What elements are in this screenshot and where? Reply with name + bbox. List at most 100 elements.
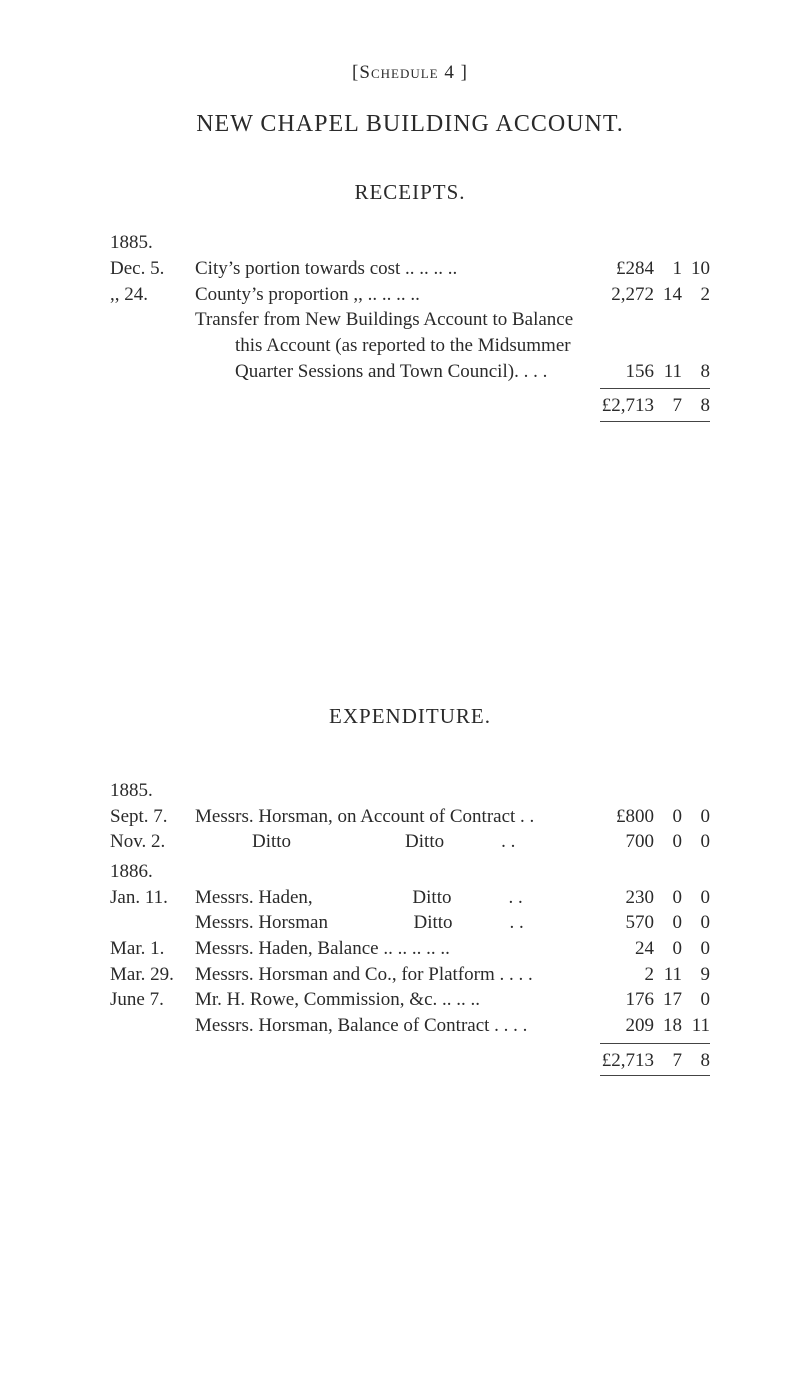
row-desc: Messrs. Horsman, on Account of Contract … <box>195 804 590 830</box>
row-amount: £284 1 10 <box>590 256 710 282</box>
row-desc: Quarter Sessions and Town Council). . . … <box>195 359 590 385</box>
row-date: Mar. 1. <box>110 936 195 962</box>
amount-pounds: 2 <box>599 962 654 988</box>
amount-shillings: 1 <box>662 256 682 282</box>
row-date: Dec. 5. <box>110 256 195 282</box>
row-amount: 2,272 14 2 <box>590 282 710 308</box>
row-amount: 176 17 0 <box>590 987 710 1013</box>
document-page: [Schedule 4 ] NEW CHAPEL BUILDING ACCOUN… <box>110 60 710 1076</box>
expenditure-year: 1886. <box>110 859 710 885</box>
rule-line <box>600 1075 710 1076</box>
row-desc: Messrs. Horsman, Balance of Contract . .… <box>195 1013 590 1039</box>
expenditure-heading: EXPENDITURE. <box>110 702 710 730</box>
year-label: 1885. <box>110 778 195 804</box>
ledger-row: Messrs. Horsman Ditto . . 570 0 0 <box>110 910 710 936</box>
row-amount: 156 11 8 <box>590 359 710 385</box>
row-desc: Messrs. Haden, Ditto . . <box>195 885 590 911</box>
amount-pence: 8 <box>690 393 710 419</box>
row-date: June 7. <box>110 987 195 1013</box>
amount-shillings: 0 <box>662 804 682 830</box>
row-desc: Messrs. Horsman and Co., for Platform . … <box>195 962 590 988</box>
receipts-heading: RECEIPTS. <box>110 178 710 206</box>
ledger-row: Nov. 2. Ditto Ditto . . 700 0 0 <box>110 829 710 855</box>
row-desc: Messrs. Haden, Balance .. .. .. .. .. <box>195 936 590 962</box>
amount-pence: 8 <box>690 359 710 385</box>
ledger-row: Quarter Sessions and Town Council). . . … <box>110 359 710 385</box>
amount-pounds: £2,713 <box>599 393 654 419</box>
row-desc: Messrs. Horsman Ditto . . <box>195 910 590 936</box>
row-desc: Ditto Ditto . . <box>195 829 590 855</box>
row-date: ,, 24. <box>110 282 195 308</box>
row-desc: Transfer from New Buildings Account to B… <box>195 307 590 333</box>
receipts-ledger: 1885. Dec. 5. City’s portion towards cos… <box>110 230 710 421</box>
row-amount: £800 0 0 <box>590 804 710 830</box>
amount-pence: 11 <box>690 1013 710 1039</box>
amount-pence: 0 <box>690 987 710 1013</box>
ledger-row: Dec. 5. City’s portion towards cost .. .… <box>110 256 710 282</box>
total-row: £2,713 7 8 <box>110 393 710 419</box>
amount-pence: 8 <box>690 1048 710 1074</box>
total-amount: £2,713 7 8 <box>590 1048 710 1074</box>
amount-pounds: 230 <box>599 885 654 911</box>
year-label: 1886. <box>110 859 195 885</box>
amount-pence: 0 <box>690 804 710 830</box>
total-amount: £2,713 7 8 <box>590 393 710 419</box>
row-amount: 209 18 11 <box>590 1013 710 1039</box>
amount-pounds: £284 <box>599 256 654 282</box>
amount-pence: 0 <box>690 885 710 911</box>
row-date: Nov. 2. <box>110 829 195 855</box>
row-desc: Mr. H. Rowe, Commission, &c. .. .. .. <box>195 987 590 1013</box>
amount-pence: 0 <box>690 829 710 855</box>
amount-shillings: 11 <box>662 962 682 988</box>
amount-pounds: £800 <box>599 804 654 830</box>
amount-pence: 2 <box>690 282 710 308</box>
amount-shillings: 0 <box>662 910 682 936</box>
row-date: Jan. 11. <box>110 885 195 911</box>
row-desc: County’s proportion ,, .. .. .. .. <box>195 282 590 308</box>
amount-shillings: 7 <box>662 1048 682 1074</box>
ledger-row: ,, 24. County’s proportion ,, .. .. .. .… <box>110 282 710 308</box>
ledger-row: this Account (as reported to the Midsumm… <box>110 333 710 359</box>
ledger-row: June 7. Mr. H. Rowe, Commission, &c. .. … <box>110 987 710 1013</box>
schedule-label: [Schedule 4 ] <box>110 60 710 86</box>
amount-pounds: 2,272 <box>599 282 654 308</box>
amount-shillings: 11 <box>662 359 682 385</box>
rule-line <box>600 388 710 389</box>
ledger-row: Mar. 29. Messrs. Horsman and Co., for Pl… <box>110 962 710 988</box>
receipts-year: 1885. <box>110 230 710 256</box>
ledger-row: Mar. 1. Messrs. Haden, Balance .. .. .. … <box>110 936 710 962</box>
amount-pounds: 24 <box>599 936 654 962</box>
amount-pence: 9 <box>690 962 710 988</box>
row-amount: 570 0 0 <box>590 910 710 936</box>
amount-pence: 0 <box>690 936 710 962</box>
row-date: Mar. 29. <box>110 962 195 988</box>
total-row: £2,713 7 8 <box>110 1048 710 1074</box>
amount-pounds: 209 <box>599 1013 654 1039</box>
amount-pounds: 156 <box>599 359 654 385</box>
main-title: NEW CHAPEL BUILDING ACCOUNT. <box>110 108 710 140</box>
amount-pounds: 570 <box>599 910 654 936</box>
row-amount: 2 11 9 <box>590 962 710 988</box>
ledger-row: Transfer from New Buildings Account to B… <box>110 307 710 333</box>
ledger-row: Jan. 11. Messrs. Haden, Ditto . . 230 0 … <box>110 885 710 911</box>
year-label: 1885. <box>110 230 195 256</box>
ledger-row: Messrs. Horsman, Balance of Contract . .… <box>110 1013 710 1039</box>
amount-shillings: 18 <box>662 1013 682 1039</box>
row-amount: 700 0 0 <box>590 829 710 855</box>
row-amount: 24 0 0 <box>590 936 710 962</box>
expenditure-year: 1885. <box>110 778 710 804</box>
expenditure-ledger: 1885. Sept. 7. Messrs. Horsman, on Accou… <box>110 778 710 1076</box>
amount-pence: 10 <box>690 256 710 282</box>
amount-shillings: 0 <box>662 936 682 962</box>
row-desc: City’s portion towards cost .. .. .. .. <box>195 256 590 282</box>
row-date: Sept. 7. <box>110 804 195 830</box>
amount-shillings: 0 <box>662 885 682 911</box>
rule-line <box>600 1043 710 1044</box>
amount-shillings: 17 <box>662 987 682 1013</box>
amount-shillings: 14 <box>662 282 682 308</box>
amount-shillings: 7 <box>662 393 682 419</box>
amount-pounds: 700 <box>599 829 654 855</box>
amount-pence: 0 <box>690 910 710 936</box>
amount-pounds: 176 <box>599 987 654 1013</box>
ledger-row: Sept. 7. Messrs. Horsman, on Account of … <box>110 804 710 830</box>
